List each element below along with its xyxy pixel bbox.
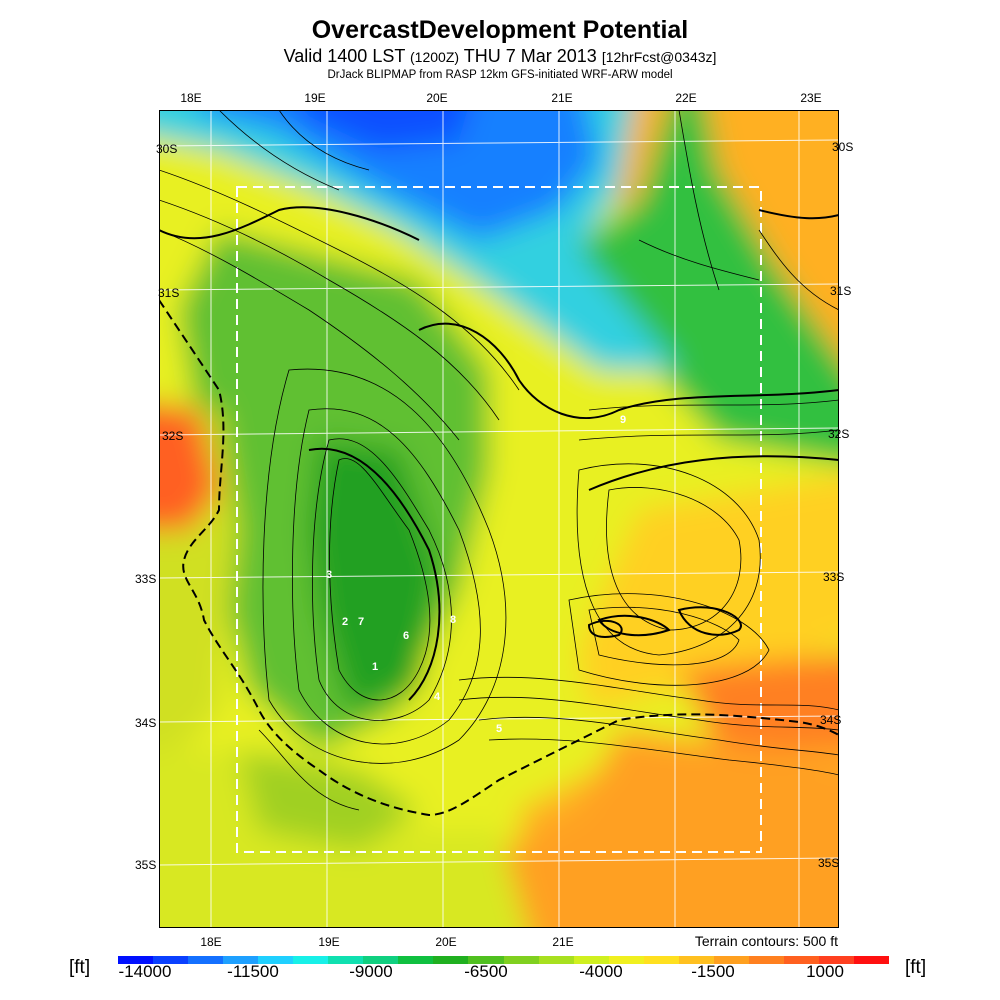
point-label-9: 9 bbox=[620, 414, 626, 426]
point-label-2: 2 bbox=[342, 616, 348, 628]
lat-label-right-34s: 34S bbox=[820, 713, 842, 727]
valid-date: THU 7 Mar 2013 bbox=[463, 46, 597, 66]
valid-time-line: Valid 1400 LST (1200Z) THU 7 Mar 2013 [1… bbox=[0, 46, 1000, 67]
colorbar-unit-left: [ft] bbox=[69, 957, 91, 978]
lat-label-right-30s: 30S bbox=[832, 140, 854, 154]
point-label-4: 4 bbox=[434, 691, 441, 703]
point-label-5: 5 bbox=[496, 723, 502, 735]
lat-label-right-33s: 33S bbox=[823, 570, 845, 584]
colorbar-swatch bbox=[398, 956, 434, 964]
model-line: DrJack BLIPMAP from RASP 12km GFS-initia… bbox=[327, 69, 673, 81]
colorbar-swatch bbox=[468, 956, 504, 964]
colorbar-swatch bbox=[153, 956, 189, 964]
inner-domain-box bbox=[236, 186, 762, 853]
lat-label-right-35s: 35S bbox=[818, 856, 840, 870]
colorbar-swatch bbox=[188, 956, 224, 964]
lon-label-top-18e: 18E bbox=[180, 91, 202, 105]
point-labels: 9 3 2 7 6 8 1 4 5 bbox=[326, 414, 626, 735]
colorbar-swatch bbox=[853, 956, 890, 964]
field-shading bbox=[159, 110, 839, 928]
colorbar-swatch bbox=[783, 956, 819, 964]
colorbar-swatch bbox=[433, 956, 469, 964]
forecast-label: [12hrFcst@0343z] bbox=[601, 49, 717, 65]
lat-label-left-32s: 32S bbox=[162, 429, 184, 443]
lon-label-bottom-21e: 21E bbox=[552, 935, 574, 949]
colorbar-swatch bbox=[118, 956, 154, 964]
colorbar-swatch bbox=[678, 956, 714, 964]
lon-label-top-19e: 19E bbox=[304, 91, 326, 105]
lon-label-bottom-20e: 20E bbox=[435, 935, 457, 949]
lon-label-top-23e: 23E bbox=[800, 91, 822, 105]
lon-label-top-21e: 21E bbox=[551, 91, 573, 105]
valid-prefix: Valid 1400 LST bbox=[283, 46, 405, 66]
lon-label-bottom-18e: 18E bbox=[200, 935, 222, 949]
colorbar-swatch bbox=[293, 956, 329, 964]
lat-label-left-33s: 33S bbox=[135, 572, 157, 586]
lat-label-left-35s: 35S bbox=[135, 858, 157, 872]
lat-label-left-30s: 30S bbox=[156, 142, 178, 156]
lon-label-top-22e: 22E bbox=[675, 91, 697, 105]
lon-label-top-20e: 20E bbox=[426, 91, 448, 105]
colorbar-tick: -14000 bbox=[118, 962, 172, 981]
colorbar-tick: 1000 bbox=[806, 962, 844, 981]
colorbar-tick: -4000 bbox=[579, 962, 623, 981]
point-label-3: 3 bbox=[326, 569, 332, 581]
colorbar-swatch bbox=[258, 956, 294, 964]
colorbar-swatch bbox=[328, 956, 364, 964]
colorbar-swatch bbox=[573, 956, 609, 964]
colorbar-swatch bbox=[748, 956, 784, 964]
map-svg: 9 3 2 7 6 8 1 4 5 bbox=[159, 110, 839, 928]
grid-lines bbox=[159, 110, 839, 928]
point-label-6: 6 bbox=[403, 630, 409, 642]
lon-label-bottom-19e: 19E bbox=[318, 935, 340, 949]
colorbar-swatch bbox=[818, 956, 854, 964]
colorbar-tick: -6500 bbox=[464, 962, 508, 981]
colorbar-swatch bbox=[223, 956, 259, 964]
colorbar-tick: -11500 bbox=[227, 962, 279, 981]
lat-label-right-32s: 32S bbox=[828, 427, 850, 441]
lat-label-left-34s: 34S bbox=[135, 716, 157, 730]
colorbar-swatch bbox=[608, 956, 644, 964]
lat-label-left-31s: 31S bbox=[158, 286, 180, 300]
point-label-7: 7 bbox=[358, 616, 364, 628]
colorbar-unit-right: [ft] bbox=[905, 957, 927, 978]
colorbar-swatch bbox=[538, 956, 574, 964]
colorbar-swatch bbox=[503, 956, 539, 964]
terrain-contour-note: Terrain contours: 500 ft bbox=[694, 933, 838, 949]
coastline bbox=[159, 299, 839, 817]
terrain-contours bbox=[159, 110, 839, 811]
point-label-1: 1 bbox=[372, 661, 378, 673]
colorbar bbox=[118, 956, 890, 964]
map-panel: 9 3 2 7 6 8 1 4 5 bbox=[159, 110, 839, 928]
lat-label-right-31s: 31S bbox=[830, 284, 852, 298]
bold-contours bbox=[159, 206, 839, 701]
valid-utc: (1200Z) bbox=[410, 49, 460, 65]
map-title: OvercastDevelopment Potential bbox=[311, 16, 689, 44]
colorbar-swatch bbox=[643, 956, 679, 964]
colorbar-swatch bbox=[363, 956, 399, 964]
point-label-8: 8 bbox=[450, 614, 456, 626]
colorbar-swatch bbox=[713, 956, 749, 964]
colorbar-tick: -1500 bbox=[691, 962, 735, 981]
colorbar-tick: -9000 bbox=[349, 962, 393, 981]
